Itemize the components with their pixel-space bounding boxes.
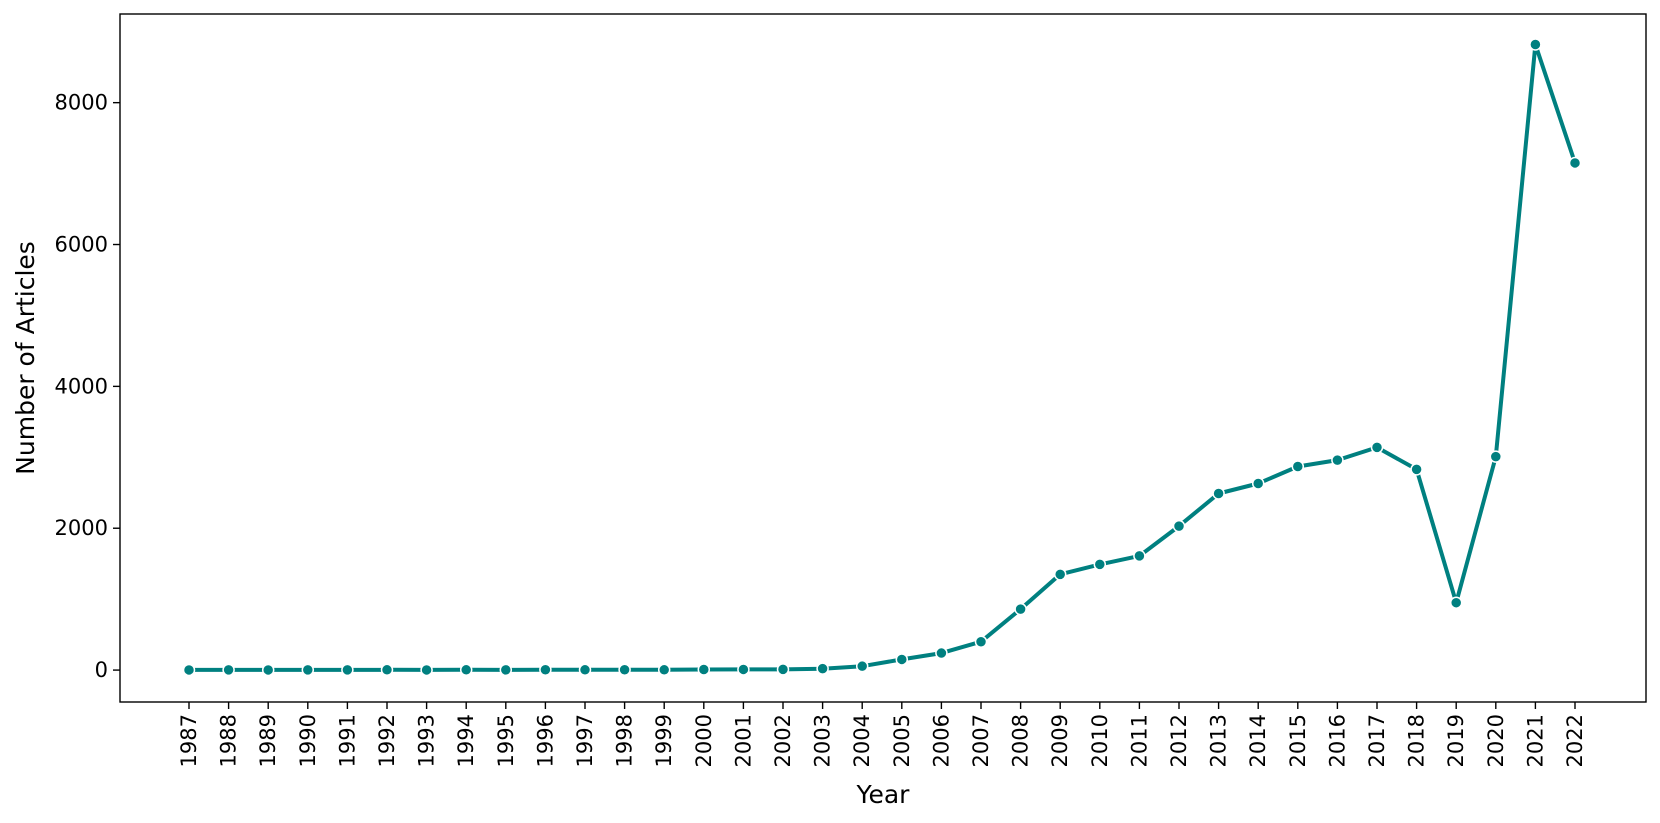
y-tick-label: 6000 [55, 233, 108, 257]
data-point [816, 662, 829, 675]
data-point [1370, 441, 1384, 454]
x-tick-label: 2005 [890, 714, 914, 767]
y-tick-label: 8000 [55, 91, 108, 115]
data-point [578, 663, 592, 677]
x-tick-label: 2015 [1286, 714, 1310, 767]
data-point [420, 663, 433, 677]
data-point [1331, 453, 1344, 467]
x-tick-label: 1996 [533, 714, 557, 767]
x-tick-label: 2011 [1127, 714, 1151, 767]
x-tick-label: 1989 [256, 714, 280, 767]
x-tick-label: 2020 [1484, 714, 1508, 767]
x-tick-label: 1987 [177, 714, 201, 767]
data-point [222, 663, 235, 677]
y-axis-title: Number of Articles [11, 241, 40, 475]
x-tick-label: 2007 [969, 714, 993, 767]
y-axis: 0 2000 4000 6000 8000 [55, 91, 120, 682]
data-point [1093, 558, 1107, 571]
data-point [855, 659, 869, 673]
x-tick-label: 2001 [731, 714, 755, 767]
series-line [187, 42, 1577, 672]
x-tick-label: 2003 [811, 714, 835, 767]
y-tick-label: 4000 [55, 374, 108, 398]
y-tick-label: 2000 [55, 516, 108, 540]
data-point [1410, 463, 1423, 476]
x-tick-label: 2009 [1048, 714, 1072, 767]
x-tick-label: 1995 [494, 714, 518, 767]
x-tick-label: 1990 [296, 714, 320, 767]
x-tick-label: 2002 [771, 714, 795, 767]
plot-area [119, 13, 1647, 703]
data-point [380, 663, 394, 677]
data-point [1291, 460, 1305, 473]
data-point [1172, 519, 1186, 533]
x-tick-label: 2014 [1246, 714, 1270, 767]
x-tick-label: 1991 [335, 714, 359, 767]
x-tick-label: 2016 [1325, 714, 1349, 767]
data-point [1251, 477, 1265, 490]
data-point [1133, 549, 1146, 563]
x-tick-label: 2018 [1405, 714, 1429, 767]
x-tick-label: 2017 [1365, 714, 1389, 767]
data-point [1014, 602, 1027, 616]
x-tick-label: 1993 [415, 714, 439, 767]
x-axis: 1987 1988 1989 1990 1991 1992 1993 1994 1995 1996… [177, 702, 1587, 767]
x-tick-label: 2010 [1088, 714, 1112, 767]
data-point [1053, 568, 1067, 581]
data-point [182, 663, 196, 677]
data-point [974, 635, 988, 648]
data-point [776, 663, 790, 676]
x-tick-label: 1994 [454, 714, 478, 767]
data-point [1212, 487, 1225, 500]
x-tick-label: 2019 [1444, 714, 1468, 767]
data-point [657, 663, 671, 677]
x-tick-label: 1998 [613, 714, 637, 767]
data-point [1489, 450, 1503, 463]
data-point [935, 646, 948, 660]
x-tick-label: 2004 [850, 714, 874, 767]
data-point [459, 663, 473, 677]
x-tick-label: 2022 [1563, 714, 1587, 767]
data-point [697, 663, 711, 676]
x-tick-label: 1992 [375, 714, 399, 767]
series-group [182, 38, 1582, 677]
data-point [261, 663, 275, 677]
data-point [737, 663, 750, 676]
data-point [1529, 38, 1542, 51]
data-point [301, 663, 315, 677]
x-tick-label: 2021 [1523, 714, 1547, 767]
x-axis-title: Year [856, 780, 911, 809]
data-point [895, 653, 909, 666]
x-tick-label: 2012 [1167, 714, 1191, 767]
x-tick-label: 1997 [573, 714, 597, 767]
x-tick-label: 2006 [929, 714, 953, 767]
data-point [1568, 156, 1582, 170]
data-point [539, 663, 552, 676]
data-point [499, 663, 513, 677]
data-point [1449, 596, 1463, 609]
x-tick-label: 2000 [692, 714, 716, 767]
x-tick-label: 2008 [1009, 714, 1033, 767]
x-tick-label: 1988 [217, 714, 241, 767]
data-point [618, 663, 631, 676]
x-tick-label: 1999 [652, 714, 676, 767]
x-tick-label: 2013 [1207, 714, 1231, 767]
data-point [341, 663, 354, 677]
y-tick-label: 0 [95, 658, 108, 682]
